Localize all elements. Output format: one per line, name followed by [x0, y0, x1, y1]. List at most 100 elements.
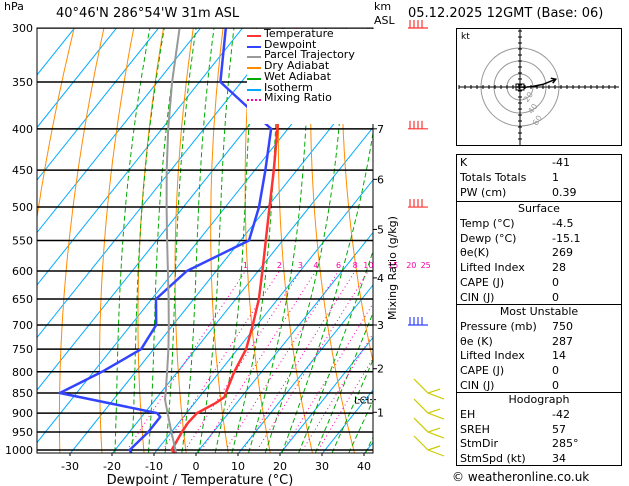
stat-row: θe (K) 287	[457, 335, 621, 350]
stat-value: -15.1	[552, 231, 581, 245]
wet-adiabat-line	[247, 28, 313, 453]
chart-legend: Temperature Dewpoint Parcel Trajectory Dry …	[247, 27, 377, 124]
wind-barb	[413, 378, 445, 400]
dry-adiabat-line	[341, 28, 373, 364]
temperature-tick-label: 30	[315, 460, 329, 473]
pressure-tick-label: 700	[12, 319, 33, 332]
pressure-tick-label: 800	[12, 366, 33, 379]
pressure-tick-label: 900	[12, 407, 33, 420]
height-tick-label: 1	[377, 406, 384, 419]
surface-title: Surface	[518, 202, 560, 215]
hodograph-stats-panel: Hodograph EH -42 SREH 57 StmDir 285° StmSpd (k…	[456, 392, 622, 466]
temperature-tick-label: -10	[145, 460, 163, 473]
stat-value: 0.39	[552, 185, 577, 199]
most-unstable-title: Most Unstable	[499, 305, 579, 318]
x-axis-title: Dewpoint / Temperature (°C)	[107, 473, 294, 486]
wind-barb	[408, 120, 428, 130]
stat-value: 28	[552, 261, 566, 275]
pressure-tick-label: 500	[12, 201, 33, 214]
hodograph-panel: kt 20 40 60	[456, 28, 622, 146]
legend-swatch	[247, 99, 261, 102]
mixing-ratio-label: 3	[298, 261, 303, 270]
hodograph-ring-label: 20	[522, 90, 535, 104]
legend-label: Wet Adiabat	[264, 69, 331, 83]
mixing-ratio-label: 8	[353, 261, 358, 270]
dry-adiabat-line	[431, 16, 456, 460]
legend-label: Mixing Ratio	[264, 91, 332, 105]
isotherm-line	[153, 179, 373, 453]
location-label: 40°46'N 286°54'W 31m ASL	[56, 6, 240, 21]
isotherm-line	[37, 28, 286, 339]
legend-swatch	[247, 88, 261, 91]
storm-motion-marker	[515, 83, 525, 91]
dry-adiabat-line	[244, 28, 271, 453]
legend-swatch	[247, 67, 261, 70]
stat-value: -4.5	[552, 216, 574, 230]
stat-row: PW (cm) 0.39	[457, 186, 621, 201]
stat-label: Lifted Index	[460, 349, 525, 363]
wet-adiabat-line	[348, 399, 373, 453]
stat-value: 34	[552, 452, 566, 466]
isotherm-line	[237, 284, 373, 453]
stat-label: Totals Totals	[460, 170, 527, 184]
stat-label: θe (K)	[460, 334, 493, 348]
stat-row: Temp (°C) -4.5	[457, 217, 621, 232]
most-unstable-panel: Most Unstable Pressure (mb) 750 θe (K) 287 L…	[456, 304, 622, 393]
stat-row: Totals Totals 1	[457, 171, 621, 186]
stat-row: Lifted Index 28	[457, 261, 621, 276]
dry-adiabat-line	[37, 28, 75, 221]
stat-row: CIN (J) 0	[457, 291, 621, 306]
dry-adiabat-line	[310, 28, 356, 453]
dry-adiabat-line	[99, 28, 135, 453]
stat-label: CAPE (J)	[460, 275, 505, 289]
mixing-ratio-label: 1	[243, 261, 248, 270]
hodograph-title: Hodograph	[508, 393, 570, 406]
legend-label: Dry Adiabat	[264, 59, 330, 73]
wet-adiabat-line	[214, 28, 257, 453]
stat-row: CAPE (J) 0	[457, 276, 621, 291]
pressure-tick-label: 350	[12, 76, 33, 89]
stat-row: θe(K) 269	[457, 246, 621, 261]
wet-adiabat-line	[331, 358, 373, 453]
pressure-tick-label: 750	[12, 343, 33, 356]
stat-label: StmSpd (kt)	[460, 452, 526, 466]
temperature-tick-label: 0	[193, 460, 200, 473]
stat-value: -42	[552, 407, 570, 421]
stat-label: Dewp (°C)	[460, 231, 517, 245]
stat-row: StmDir 285°	[457, 437, 621, 452]
datetime-label: 05.12.2025 12GMT (Base: 06)	[408, 6, 604, 21]
height-tick-label: 3	[377, 319, 384, 332]
km-unit-label: km	[374, 0, 392, 13]
hodograph-unit-label: kt	[461, 32, 470, 42]
wet-adiabat-line	[281, 129, 373, 453]
stat-row: CIN (J) 0	[457, 379, 621, 394]
wet-adiabat-line	[147, 28, 181, 453]
mixing-ratio-line	[223, 270, 339, 453]
wet-adiabat-line	[264, 28, 347, 453]
stat-label: Pressure (mb)	[460, 319, 537, 333]
height-tick-label: 4	[377, 272, 384, 285]
wind-barb	[408, 316, 428, 326]
stat-value: 0	[552, 275, 559, 289]
wind-barb	[408, 20, 428, 29]
mixing-ratio-label: 10	[363, 261, 373, 270]
stat-value: 0	[552, 290, 559, 304]
wind-barbs	[408, 20, 445, 457]
mixing-ratio-axis-title: Mixing Ratio (g/kg)	[386, 216, 399, 320]
wind-barb	[413, 417, 445, 439]
wind-barb	[413, 398, 445, 420]
mixing-ratio-line	[240, 270, 356, 453]
stat-value: 1	[552, 170, 559, 184]
temperature-tick-label: 20	[273, 460, 287, 473]
plot-frame	[36, 27, 374, 454]
isotherm-line	[195, 231, 373, 453]
stat-label: SREH	[460, 422, 490, 436]
pressure-tick-label: 400	[12, 123, 33, 136]
stat-label: θe(K)	[460, 246, 490, 260]
legend-swatch	[247, 35, 261, 37]
wind-barb	[408, 199, 428, 208]
copyright-link[interactable]: © weatheronline.co.uk	[452, 470, 590, 484]
stat-row: SREH 57	[457, 423, 621, 438]
legend-label: Dewpoint	[264, 37, 317, 51]
